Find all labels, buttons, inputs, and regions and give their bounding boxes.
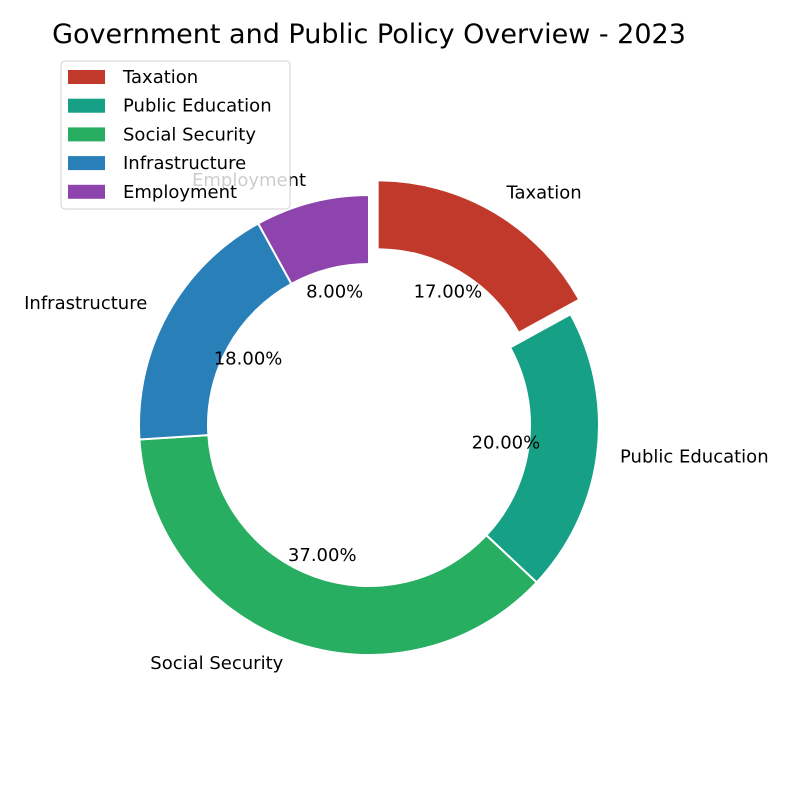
- percent-label-taxation: 17.00%: [414, 282, 483, 303]
- slice-infrastructure: [138, 222, 293, 441]
- legend-swatch-employment: [68, 184, 105, 199]
- legend-swatch-social-security: [68, 127, 105, 142]
- legend-swatch-infrastructure: [68, 156, 105, 171]
- slice-label-public-education: Public Education: [620, 447, 769, 468]
- slice-label-infrastructure: Infrastructure: [24, 293, 147, 314]
- slice-employment: [256, 193, 370, 286]
- percent-label-infrastructure: 18.00%: [214, 349, 283, 370]
- slice-label-social-security: Social Security: [150, 653, 283, 674]
- chart-title: Government and Public Policy Overview - …: [52, 19, 686, 50]
- legend-label-social-security: Social Security: [123, 124, 256, 145]
- legend-label-employment: Employment: [123, 182, 237, 203]
- donut-slices: [138, 179, 600, 656]
- legend-label-public-education: Public Education: [123, 96, 272, 117]
- percent-labels: 17.00% 20.00% 37.00% 18.00% 8.00%: [214, 281, 540, 566]
- percent-label-social-security: 37.00%: [288, 545, 357, 566]
- slice-label-taxation: Taxation: [505, 183, 581, 204]
- legend-swatch-public-education: [68, 98, 105, 113]
- legend-frame: [60, 60, 291, 210]
- legend: Taxation Public Education Social Security I…: [60, 60, 291, 210]
- legend-label-taxation: Taxation: [122, 67, 198, 88]
- legend-swatch-taxation: [68, 70, 105, 84]
- legend-label-infrastructure: Infrastructure: [123, 153, 246, 174]
- slice-social-security: [138, 434, 539, 656]
- percent-label-employment: 8.00%: [306, 281, 363, 302]
- percent-label-public-education: 20.00%: [472, 432, 541, 453]
- slice-taxation: [376, 179, 581, 335]
